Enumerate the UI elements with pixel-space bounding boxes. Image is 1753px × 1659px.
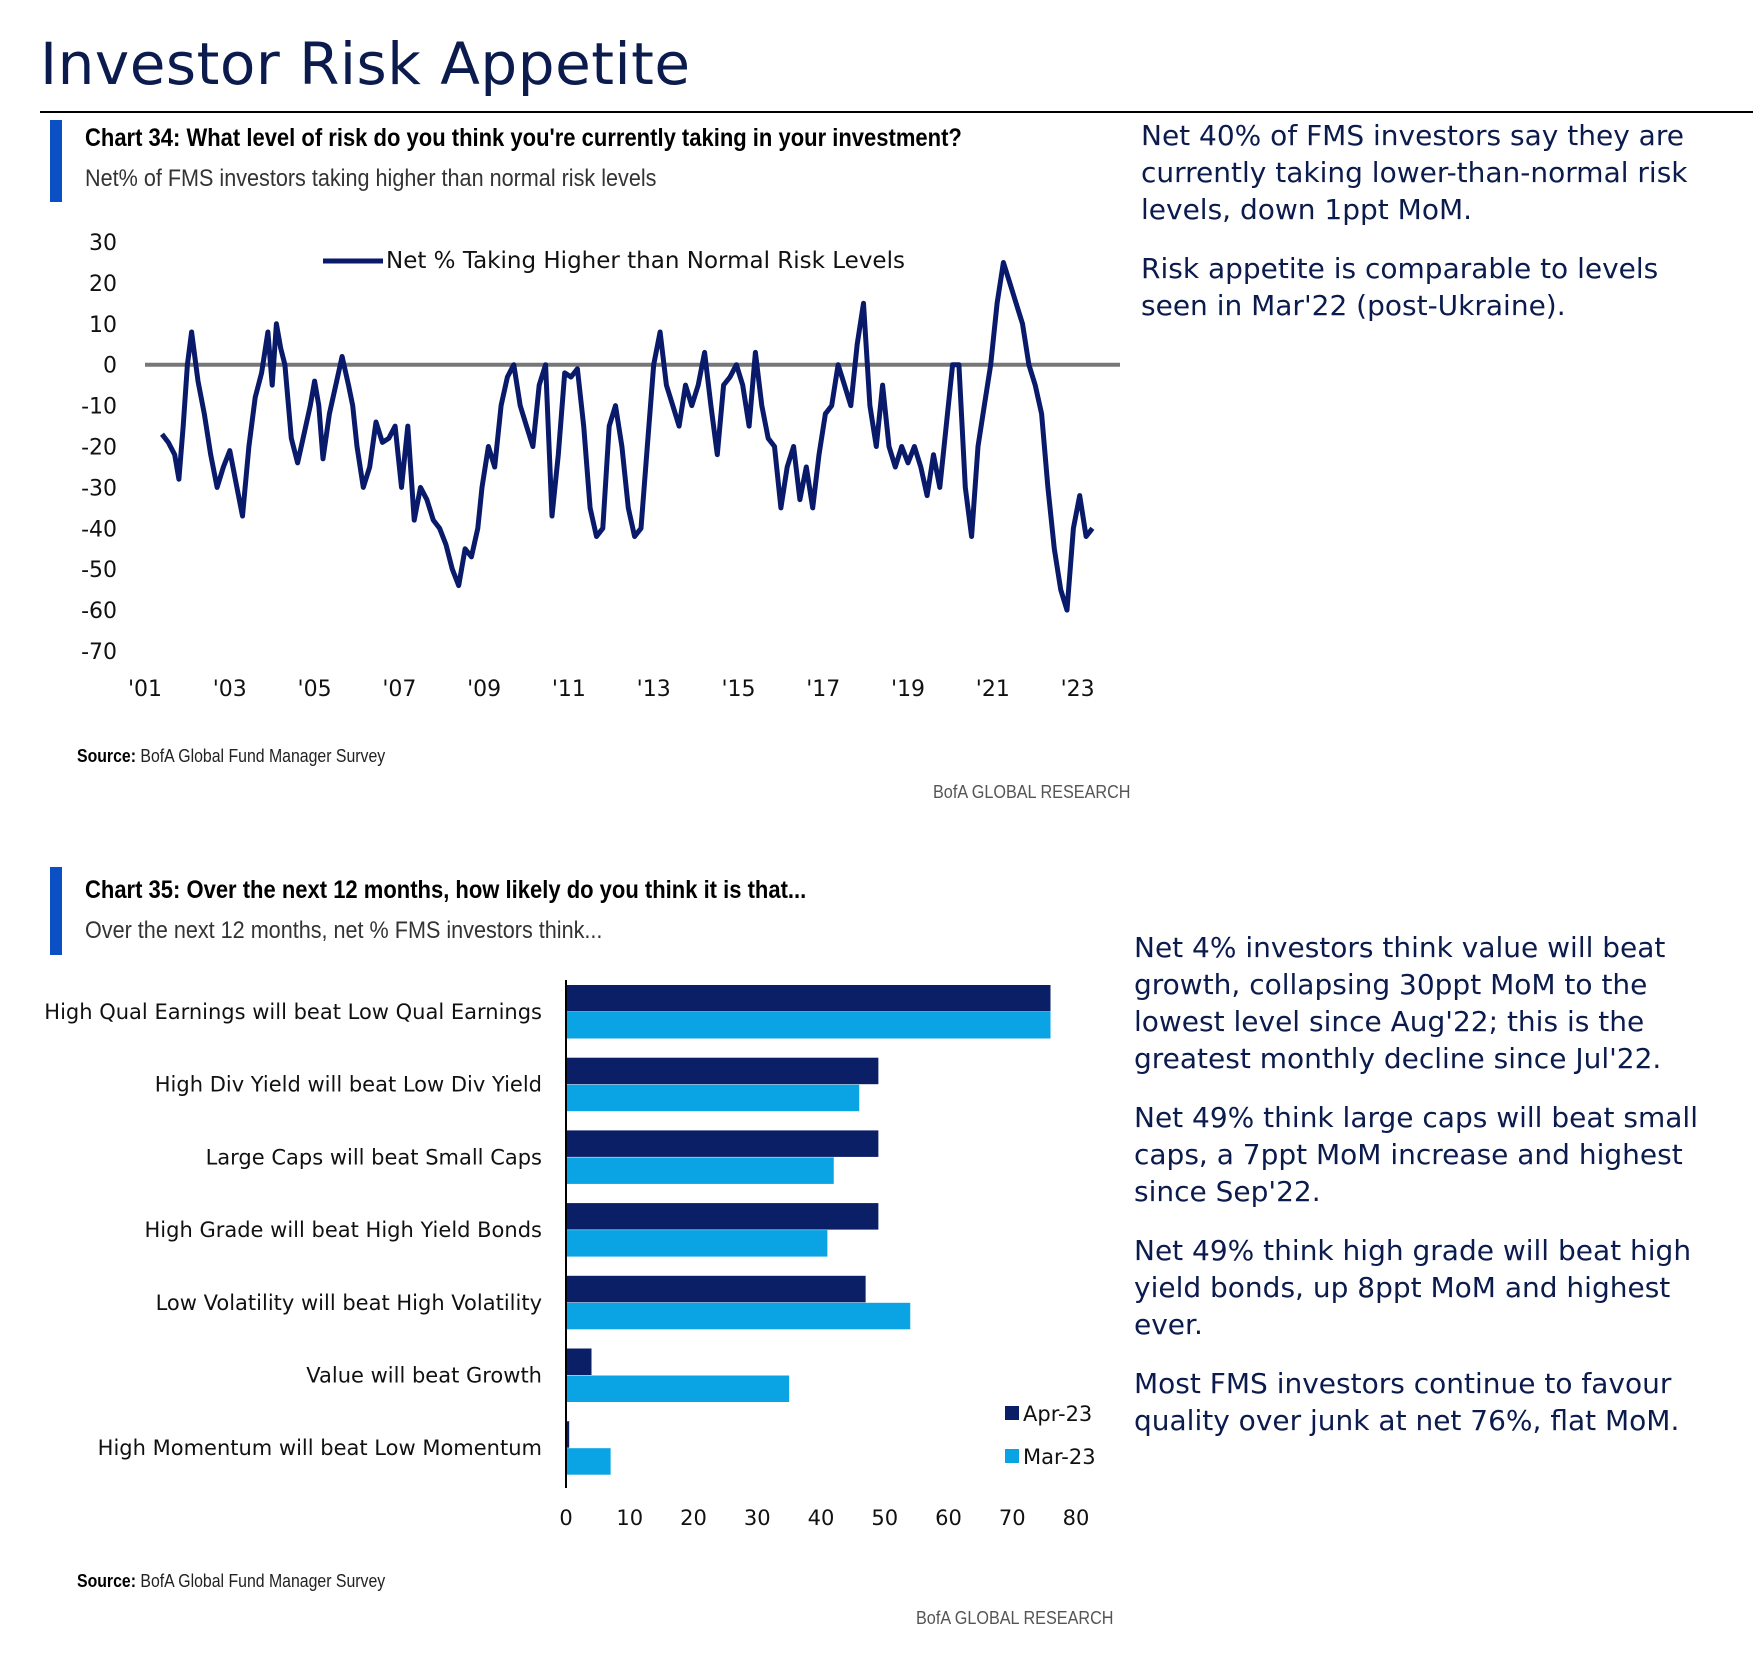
category-label: Low Volatility will beat High Volatility <box>156 1291 542 1315</box>
chart34-brand: BofA GLOBAL RESEARCH <box>933 782 1131 802</box>
x-tick-label: '15 <box>721 677 755 702</box>
y-tick-label: -50 <box>81 558 117 583</box>
legend-swatch-apr-23 <box>1005 1406 1019 1420</box>
x-tick-label: 80 <box>1063 1506 1090 1530</box>
commentary-paragraph: Most FMS investors continue to favour qu… <box>1134 1367 1680 1437</box>
x-tick-label: 10 <box>616 1506 643 1530</box>
legend-label-apr-23: Apr-23 <box>1023 1402 1092 1426</box>
x-tick-label: 0 <box>559 1506 572 1530</box>
category-label: High Momentum will beat Low Momentum <box>98 1436 542 1460</box>
bar-apr-23 <box>566 1275 866 1303</box>
chart34-accent-bar <box>50 120 62 202</box>
bar-mar-23 <box>566 1375 790 1402</box>
y-tick-label: -70 <box>81 640 117 665</box>
bar-mar-23 <box>566 1230 828 1257</box>
x-tick-label: 40 <box>808 1506 835 1530</box>
chart34-source-label: Source: <box>77 746 136 766</box>
x-tick-label: '05 <box>298 677 332 702</box>
x-tick-label: '09 <box>467 677 501 702</box>
category-label: Value will beat Growth <box>306 1364 542 1388</box>
x-tick-label: '07 <box>382 677 416 702</box>
bar-apr-23 <box>566 1421 570 1448</box>
category-label: High Grade will beat High Yield Bonds <box>145 1218 542 1242</box>
bar-mar-23 <box>566 1012 1051 1039</box>
commentary-paragraph: Net 49% think large caps will beat small… <box>1134 1101 1698 1208</box>
x-tick-label: '03 <box>213 677 247 702</box>
chart35-legend: Apr-23 Mar-23 <box>1005 1402 1096 1469</box>
chart35-accent-bar <box>50 867 62 955</box>
chart35-brand: BofA GLOBAL RESEARCH <box>916 1608 1114 1628</box>
bar-apr-23 <box>566 1203 879 1230</box>
commentary-paragraph: Risk appetite is comparable to levels se… <box>1141 252 1659 322</box>
bar-mar-23 <box>566 1302 911 1330</box>
y-tick-label: 30 <box>89 231 117 256</box>
legend-swatch-mar-23 <box>1005 1449 1019 1463</box>
chart35-source: Source: BofA Global Fund Manager Survey <box>77 1571 385 1592</box>
y-tick-label: -20 <box>81 436 117 461</box>
commentary-paragraph: Net 4% investors think value will beat g… <box>1134 931 1666 1075</box>
page-title: Investor Risk Appetite <box>40 30 691 98</box>
legend-label-mar-23: Mar-23 <box>1023 1445 1096 1469</box>
chart35-commentary: Net 4% investors think value will beat g… <box>1134 929 1714 1461</box>
chart34-heading: Chart 34: What level of risk do you thin… <box>85 124 962 152</box>
chart35-bar-chart: High Qual Earnings will beat Low Qual Ea… <box>44 980 1096 1530</box>
x-tick-label: '23 <box>1061 677 1095 702</box>
chart35-source-label: Source: <box>77 1571 136 1591</box>
x-tick-label: '21 <box>976 677 1010 702</box>
bar-apr-23 <box>566 1130 879 1157</box>
series-line-risk-levels <box>160 260 1095 613</box>
bar-mar-23 <box>566 1157 834 1184</box>
chart34-source-text: BofA Global Fund Manager Survey <box>140 746 386 766</box>
x-tick-label: 50 <box>871 1506 898 1530</box>
x-tick-label: '17 <box>806 677 840 702</box>
category-label: Large Caps will beat Small Caps <box>206 1145 542 1169</box>
category-label: High Qual Earnings will beat Low Qual Ea… <box>44 1000 542 1024</box>
x-tick-label: 70 <box>999 1506 1026 1530</box>
bar-mar-23 <box>566 1084 860 1112</box>
category-label: High Div Yield will beat Low Div Yield <box>155 1073 542 1097</box>
chart35-source-text: BofA Global Fund Manager Survey <box>140 1571 386 1591</box>
x-tick-label: '11 <box>552 677 586 702</box>
y-tick-label: -30 <box>81 476 117 501</box>
y-tick-label: 20 <box>89 272 117 297</box>
chart34-commentary: Net 40% of FMS investors say they are cu… <box>1141 117 1721 346</box>
chart35-subtitle: Over the next 12 months, net % FMS inves… <box>85 917 603 944</box>
commentary-paragraph: Net 49% think high grade will beat high … <box>1134 1234 1692 1341</box>
y-tick-label: 0 <box>103 354 117 379</box>
bar-mar-23 <box>566 1448 611 1475</box>
y-tick-label: -40 <box>81 517 117 542</box>
title-divider <box>40 111 1753 113</box>
y-tick-label: -60 <box>81 599 117 624</box>
chart34-legend: Net % Taking Higher than Normal Risk Lev… <box>323 248 905 274</box>
chart35-heading: Chart 35: Over the next 12 months, how l… <box>85 876 807 904</box>
commentary-paragraph: Net 40% of FMS investors say they are cu… <box>1141 119 1688 226</box>
y-tick-label: -10 <box>81 395 117 420</box>
x-tick-label: 30 <box>744 1506 771 1530</box>
chart34-line-chart: 30 20 10 0 -10 -20 -30 -40 -50 -60 -70 '01 '03 '05 '0… <box>81 231 1120 702</box>
x-tick-label: '01 <box>128 677 162 702</box>
x-tick-label: '19 <box>891 677 925 702</box>
bar-apr-23 <box>566 1057 879 1085</box>
chart34-source: Source: BofA Global Fund Manager Survey <box>77 746 385 767</box>
legend-label-risk-levels: Net % Taking Higher than Normal Risk Lev… <box>386 248 905 274</box>
x-tick-label: 20 <box>680 1506 707 1530</box>
bar-apr-23 <box>566 1348 592 1375</box>
x-tick-label: '13 <box>637 677 671 702</box>
chart34-subtitle: Net% of FMS investors taking higher than… <box>85 165 657 192</box>
y-tick-label: 10 <box>89 313 117 338</box>
bar-apr-23 <box>566 985 1051 1012</box>
x-tick-label: 60 <box>935 1506 962 1530</box>
